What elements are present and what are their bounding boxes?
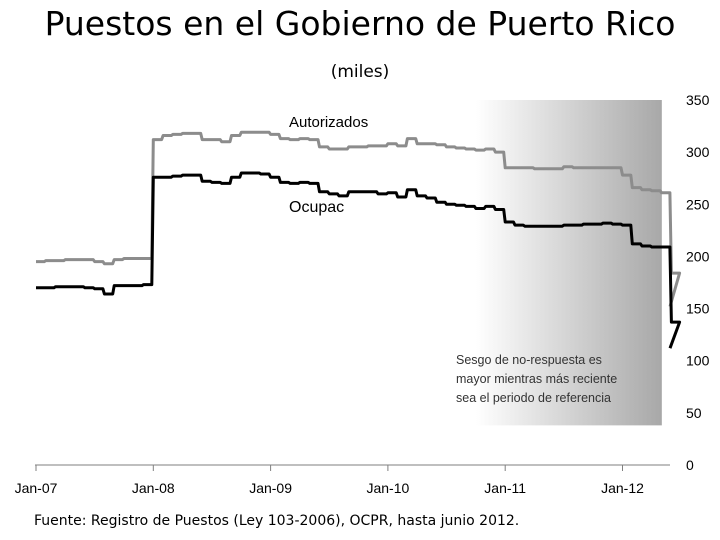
series-label-ocupados: Ocupac: [289, 199, 344, 216]
y-tick-label: 200: [686, 248, 710, 264]
x-tick-label: Jan-09: [249, 480, 292, 496]
series-line-ocupados: [36, 171, 682, 349]
series-label-autorizados: Autorizados: [289, 114, 368, 131]
annotation-line-3: sea el periodo de referencia: [456, 391, 611, 405]
annotation-line-1: Sesgo de no-respuesta es: [456, 353, 602, 367]
annotation-line-2: mayor mientras más reciente: [456, 372, 617, 386]
x-tick-label: Jan-10: [366, 480, 409, 496]
source-note: Fuente: Registro de Puestos (Ley 103-200…: [34, 513, 520, 529]
x-tick-label: Jan-12: [601, 480, 644, 496]
x-tick-label: Jan-11: [484, 480, 526, 496]
series-line-autorizados: [36, 130, 682, 307]
y-tick-label: 0: [686, 457, 694, 473]
y-tick-label: 250: [686, 196, 710, 212]
y-tick-label: 150: [686, 301, 710, 317]
y-tick-label: 350: [686, 92, 710, 108]
chart-subtitle: (miles): [330, 62, 390, 82]
chart-title: Puestos en el Gobierno de Puerto Rico: [44, 4, 676, 43]
non-response-shaded-region: [475, 100, 662, 426]
x-tick-label: Jan-07: [15, 480, 58, 496]
y-tick-label: 50: [686, 405, 702, 421]
y-tick-label: 300: [686, 144, 710, 160]
y-tick-label: 100: [686, 353, 710, 369]
x-tick-label: Jan-08: [132, 480, 175, 496]
